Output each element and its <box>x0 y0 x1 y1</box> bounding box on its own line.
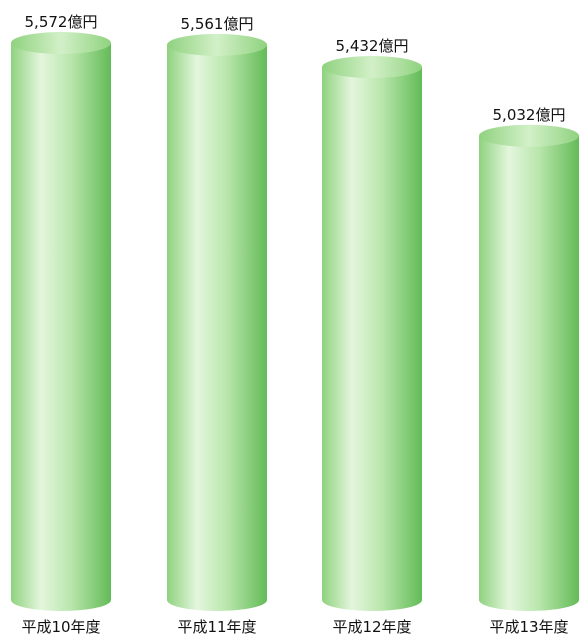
bar-2 <box>167 33 267 611</box>
bar-top-4 <box>479 124 579 147</box>
bar-top-1 <box>11 32 111 54</box>
category-label-4: 平成13年度 <box>489 618 568 636</box>
bar-top-2 <box>167 33 267 56</box>
bar-body-3 <box>322 67 422 611</box>
value-label-3: 5,432億円 <box>336 37 409 55</box>
value-label-4: 5,032億円 <box>493 106 566 124</box>
category-label-3: 平成12年度 <box>332 618 411 636</box>
bar-1 <box>11 32 111 611</box>
bar-top-3 <box>322 56 422 79</box>
value-label-1: 5,572億円 <box>25 13 98 31</box>
value-label-2: 5,561億円 <box>181 15 254 33</box>
bar-body-1 <box>11 43 111 611</box>
bars-layer <box>11 32 579 611</box>
category-label-2: 平成11年度 <box>177 618 256 636</box>
bar-body-4 <box>479 135 579 611</box>
bar-3 <box>322 56 422 611</box>
bar-body-2 <box>167 44 267 611</box>
category-label-1: 平成10年度 <box>21 618 100 636</box>
bar-4 <box>479 124 579 611</box>
